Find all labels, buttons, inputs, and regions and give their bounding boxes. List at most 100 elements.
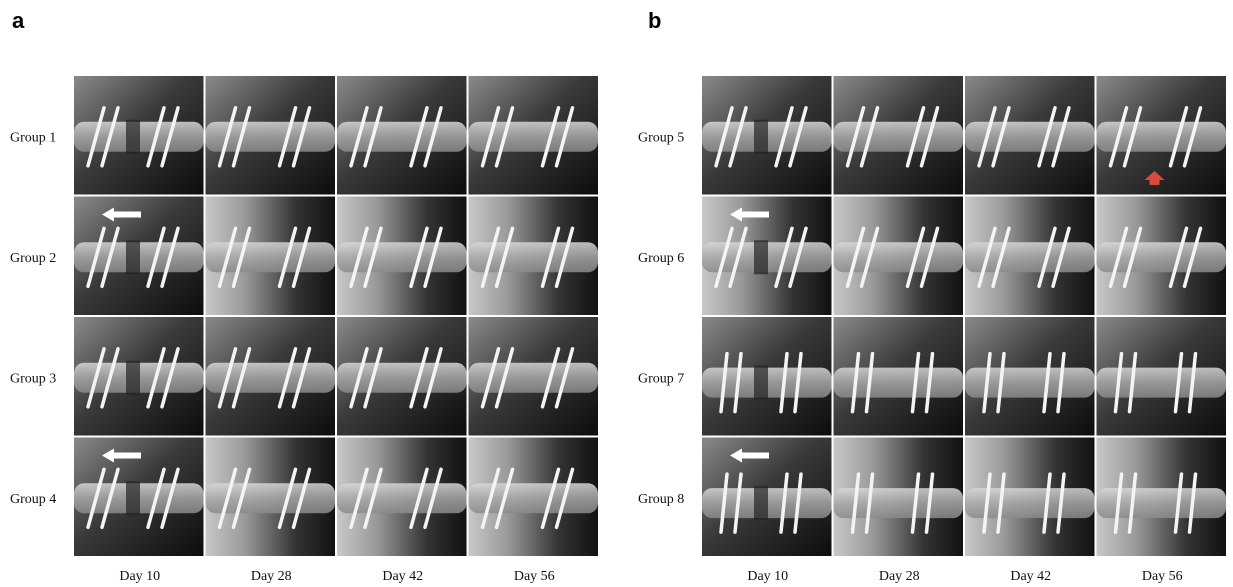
pin xyxy=(733,472,743,534)
pin xyxy=(864,351,875,414)
pin xyxy=(905,106,926,168)
pin xyxy=(1122,226,1143,289)
pin xyxy=(859,226,880,289)
fracture-gap xyxy=(754,486,768,521)
row-label: Group 8 xyxy=(638,492,684,507)
pin xyxy=(540,467,561,530)
pin xyxy=(554,347,575,409)
pin xyxy=(100,226,120,289)
pin xyxy=(1187,351,1198,414)
column-label: Day 42 xyxy=(1010,569,1051,584)
fracture-gap xyxy=(126,360,140,395)
pin xyxy=(1182,226,1203,289)
pin xyxy=(86,347,106,409)
xray-image xyxy=(74,196,204,315)
pin xyxy=(793,472,803,534)
column-label: Day 28 xyxy=(879,569,920,584)
pin xyxy=(845,226,866,289)
pin xyxy=(231,226,252,289)
pin xyxy=(423,347,443,409)
pin xyxy=(480,347,501,409)
xray-image xyxy=(702,196,832,315)
xray-image xyxy=(468,196,598,315)
pin xyxy=(1113,351,1124,414)
pin xyxy=(1051,106,1071,168)
pin xyxy=(919,226,940,289)
fracture-gap xyxy=(126,481,140,516)
pin xyxy=(1173,351,1184,414)
pin xyxy=(910,351,921,414)
pin xyxy=(779,472,789,534)
pin xyxy=(480,106,501,168)
pin xyxy=(728,226,748,289)
xray-image xyxy=(833,437,963,556)
pin xyxy=(1042,472,1052,534)
pin xyxy=(788,106,808,168)
pin xyxy=(480,467,501,530)
fracture-gap xyxy=(754,119,768,154)
pin xyxy=(160,226,180,289)
column-label: Day 10 xyxy=(747,569,788,584)
pin xyxy=(291,347,312,409)
pin xyxy=(779,351,789,414)
fracture-gap xyxy=(126,240,140,275)
row-label: Group 5 xyxy=(638,130,684,145)
pin xyxy=(363,467,383,530)
column-label: Day 42 xyxy=(382,569,423,584)
pin xyxy=(100,106,120,168)
pin xyxy=(1122,106,1143,168)
pin xyxy=(905,226,926,289)
xray-image xyxy=(702,76,832,195)
xray-image xyxy=(205,437,335,556)
pin xyxy=(977,106,997,168)
pin xyxy=(291,226,312,289)
xray-image xyxy=(702,437,832,556)
pin xyxy=(146,106,166,168)
pin xyxy=(850,351,861,414)
arrow xyxy=(730,448,769,463)
pin xyxy=(86,467,106,530)
xray-image xyxy=(965,437,1095,556)
pin xyxy=(291,467,312,530)
pin xyxy=(160,347,180,409)
pin xyxy=(1051,226,1071,289)
xray-image xyxy=(337,76,467,195)
row-label: Group 4 xyxy=(10,492,56,507)
pin xyxy=(996,351,1006,414)
column-label: Day 56 xyxy=(1142,569,1183,584)
pin xyxy=(793,351,803,414)
xray-image xyxy=(205,317,335,436)
xray-image xyxy=(1096,317,1226,436)
pin xyxy=(160,106,180,168)
pin xyxy=(540,347,561,409)
pin xyxy=(924,472,935,534)
pin xyxy=(850,472,861,534)
pin xyxy=(982,472,992,534)
pin xyxy=(409,347,429,409)
xray-image xyxy=(1096,76,1226,195)
pin xyxy=(291,106,312,168)
pin xyxy=(788,226,808,289)
xray-image xyxy=(468,317,598,436)
pin xyxy=(217,467,238,530)
pin xyxy=(991,226,1011,289)
pin xyxy=(1173,472,1184,534)
pin xyxy=(1056,351,1066,414)
pin xyxy=(231,467,252,530)
pin xyxy=(86,226,106,289)
row-label: Group 1 xyxy=(10,130,56,145)
pin xyxy=(363,226,383,289)
panel-label: a xyxy=(12,8,25,33)
pin xyxy=(349,106,369,168)
pin xyxy=(1127,351,1138,414)
pin xyxy=(277,347,298,409)
pin xyxy=(231,106,252,168)
pin xyxy=(864,472,875,534)
pin xyxy=(714,106,734,168)
xray-image xyxy=(965,196,1095,315)
pin xyxy=(277,106,298,168)
pin xyxy=(217,347,238,409)
pin xyxy=(1187,472,1198,534)
xray-image xyxy=(74,437,204,556)
pin xyxy=(982,351,992,414)
